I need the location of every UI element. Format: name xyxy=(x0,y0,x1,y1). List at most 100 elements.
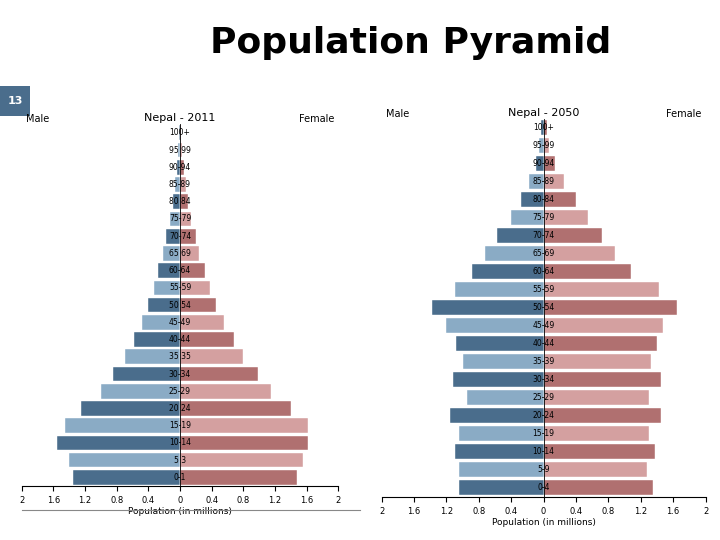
Text: 95-99: 95-99 xyxy=(533,141,554,150)
Bar xyxy=(529,174,544,190)
Text: 0-1: 0-1 xyxy=(174,473,186,482)
Text: 50 54: 50 54 xyxy=(169,301,191,309)
Text: 15-19: 15-19 xyxy=(169,421,191,430)
Bar xyxy=(544,318,664,334)
Text: 85-89: 85-89 xyxy=(533,177,554,186)
Text: Male: Male xyxy=(386,109,409,119)
Text: Population Pyramid: Population Pyramid xyxy=(210,26,611,60)
Bar xyxy=(180,229,196,244)
Text: 25-29: 25-29 xyxy=(533,393,554,402)
Text: 75-79: 75-79 xyxy=(169,214,191,224)
Bar xyxy=(69,453,180,468)
Bar xyxy=(180,298,215,313)
Title: Nepal - 2050: Nepal - 2050 xyxy=(508,108,580,118)
Bar xyxy=(544,354,651,369)
Bar xyxy=(544,246,615,261)
Text: 45-49: 45-49 xyxy=(533,321,554,330)
Bar xyxy=(544,300,678,315)
Bar xyxy=(454,282,544,298)
Bar xyxy=(544,426,649,442)
Bar xyxy=(180,332,234,347)
Bar xyxy=(180,418,308,433)
Text: 40-44: 40-44 xyxy=(533,339,554,348)
Title: Nepal - 2011: Nepal - 2011 xyxy=(144,113,216,124)
Bar xyxy=(180,367,258,381)
Text: 5 3: 5 3 xyxy=(174,456,186,464)
Bar xyxy=(158,264,180,278)
Bar xyxy=(175,177,180,192)
Bar xyxy=(539,138,544,153)
Text: 95 99: 95 99 xyxy=(169,146,191,154)
Bar xyxy=(544,192,576,207)
Bar xyxy=(180,384,271,399)
Bar xyxy=(544,138,549,153)
Text: 60-64: 60-64 xyxy=(533,267,554,276)
Text: 80 84: 80 84 xyxy=(169,197,191,206)
Bar xyxy=(180,194,188,209)
Text: 50-54: 50-54 xyxy=(533,303,554,312)
Bar xyxy=(544,228,602,244)
Bar xyxy=(432,300,544,315)
Bar xyxy=(453,372,544,388)
Bar xyxy=(163,246,180,261)
Text: 60-64: 60-64 xyxy=(169,266,191,275)
Text: Female: Female xyxy=(299,114,334,124)
Bar xyxy=(544,156,555,172)
Bar xyxy=(180,212,191,226)
Bar xyxy=(456,336,544,352)
Bar xyxy=(541,120,544,136)
Bar xyxy=(125,349,180,364)
Bar xyxy=(544,408,661,423)
X-axis label: Population (in millions): Population (in millions) xyxy=(128,508,232,516)
Text: 80-84: 80-84 xyxy=(533,195,554,204)
Bar xyxy=(142,315,180,329)
Bar xyxy=(463,354,544,369)
Text: 10-14: 10-14 xyxy=(169,438,191,448)
Text: 15-19: 15-19 xyxy=(533,429,554,438)
Bar xyxy=(180,453,302,468)
Bar xyxy=(180,264,205,278)
Text: 35-39: 35-39 xyxy=(533,357,554,366)
Bar xyxy=(171,212,180,226)
Bar xyxy=(544,444,655,460)
Bar xyxy=(180,246,199,261)
Bar xyxy=(544,264,631,280)
Bar xyxy=(179,125,180,140)
Text: 25-29: 25-29 xyxy=(169,387,191,396)
Text: 70-74: 70-74 xyxy=(169,232,191,241)
Bar xyxy=(73,470,180,485)
Bar xyxy=(451,408,544,423)
Bar xyxy=(544,336,657,352)
Bar xyxy=(180,281,210,295)
Bar xyxy=(148,298,180,313)
Text: 90-94: 90-94 xyxy=(533,159,554,168)
Bar xyxy=(497,228,544,244)
Bar xyxy=(101,384,180,399)
Bar xyxy=(180,349,243,364)
Bar xyxy=(544,282,659,298)
Text: 30-34: 30-34 xyxy=(533,375,554,384)
Bar xyxy=(180,177,186,192)
Bar xyxy=(180,125,181,140)
Bar xyxy=(180,470,297,485)
Text: 75-79: 75-79 xyxy=(533,213,554,222)
Text: 100+: 100+ xyxy=(534,123,554,132)
Text: 100+: 100+ xyxy=(170,129,190,137)
Bar xyxy=(459,480,544,496)
Bar xyxy=(166,229,180,244)
Text: 5-9: 5-9 xyxy=(537,465,550,474)
Text: 13: 13 xyxy=(7,96,23,106)
Text: 30-34: 30-34 xyxy=(169,369,191,379)
Bar xyxy=(544,480,653,496)
Bar xyxy=(544,372,661,388)
Bar xyxy=(544,462,647,477)
Bar xyxy=(544,174,564,190)
Bar xyxy=(180,401,291,416)
Bar xyxy=(112,367,180,381)
Bar xyxy=(544,390,649,406)
X-axis label: Population (in millions): Population (in millions) xyxy=(492,518,595,527)
Bar xyxy=(81,401,180,416)
Text: 90-94: 90-94 xyxy=(169,163,191,172)
Bar xyxy=(472,264,544,280)
Text: 40-44: 40-44 xyxy=(169,335,191,344)
